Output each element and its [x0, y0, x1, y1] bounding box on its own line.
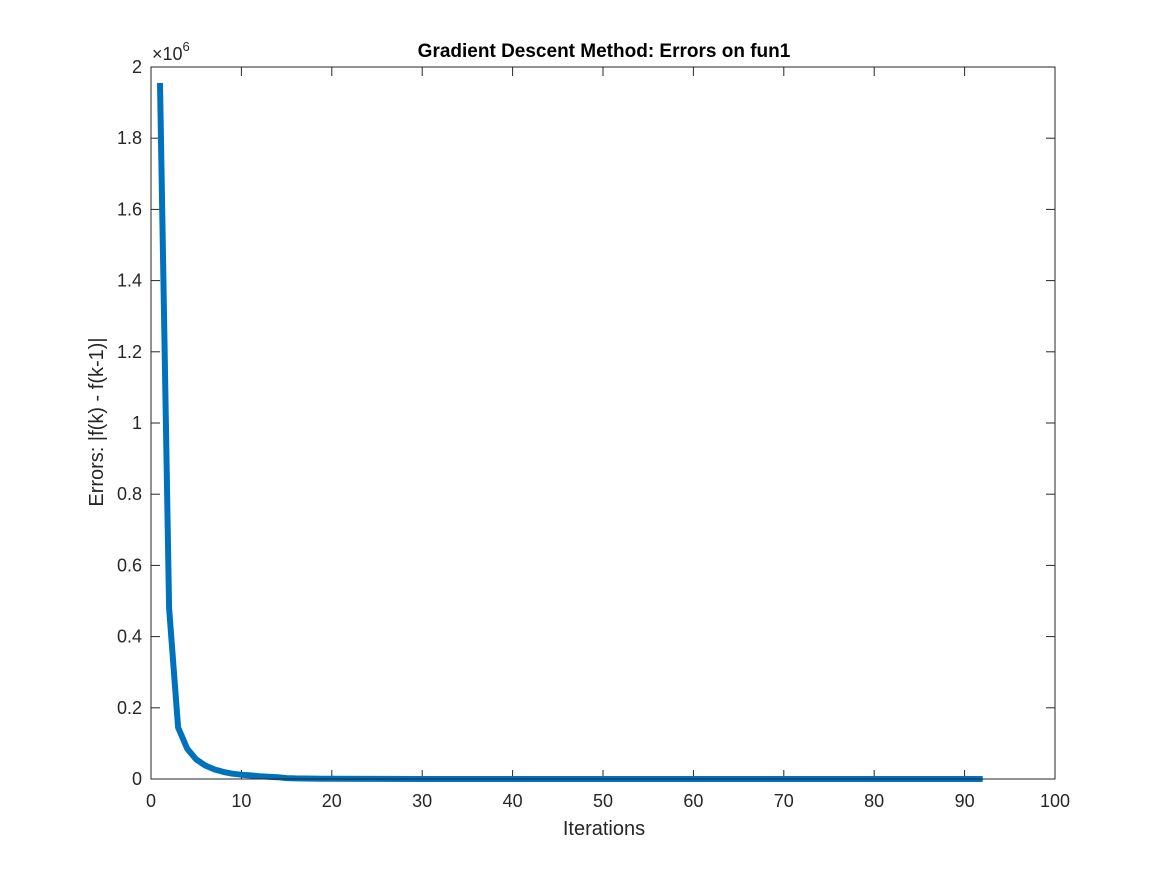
axes-box	[150, 66, 1056, 780]
x-tick-label: 80	[864, 791, 884, 811]
x-tick-label: 70	[774, 791, 794, 811]
x-tick-label: 90	[955, 791, 975, 811]
y-tick-label: 1.4	[117, 271, 142, 291]
x-tick-label: 0	[146, 791, 156, 811]
y-tick-label: 0.8	[117, 484, 142, 504]
x-tick-label: 20	[322, 791, 342, 811]
axes	[151, 67, 1055, 779]
y-exponent-power: 6	[183, 39, 190, 54]
x-tick-label: 60	[683, 791, 703, 811]
y-tick-label: 0	[132, 769, 142, 789]
x-axis-label: Iterations	[563, 818, 645, 840]
chart-title: Gradient Descent Method: Errors on fun1	[418, 41, 791, 62]
axes-background	[151, 67, 1055, 779]
x-tick-label: 10	[231, 791, 251, 811]
x-tick-label: 100	[1040, 791, 1070, 811]
y-tick-label: 1.2	[117, 342, 142, 362]
x-tick-label: 50	[593, 791, 613, 811]
x-tick-label: 30	[412, 791, 432, 811]
y-axis-label: Errors: |f(k) - f(k-1)|	[86, 337, 108, 506]
y-tick-label: 1.8	[117, 128, 142, 148]
y-exponent-label: ×106	[152, 39, 190, 64]
x-tick-label: 40	[503, 791, 523, 811]
y-tick-label: 2	[132, 57, 142, 77]
y-axis-ticks: 0 0.2 0.4 0.6 0.8 1 1.2 1.4 1.6 1.8 2	[117, 57, 1055, 789]
y-tick-label: 1.6	[117, 199, 142, 219]
y-tick-label: 0.4	[117, 627, 142, 647]
y-tick-label: 1	[132, 413, 142, 433]
y-tick-label: 0.2	[117, 698, 142, 718]
x-axis-ticks: 0 10 20 30 40 50 60 70 80 90 100	[146, 67, 1070, 811]
y-tick-label: 0.6	[117, 555, 142, 575]
